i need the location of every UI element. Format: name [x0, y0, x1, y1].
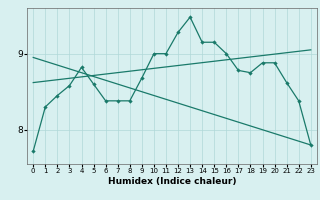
X-axis label: Humidex (Indice chaleur): Humidex (Indice chaleur) — [108, 177, 236, 186]
